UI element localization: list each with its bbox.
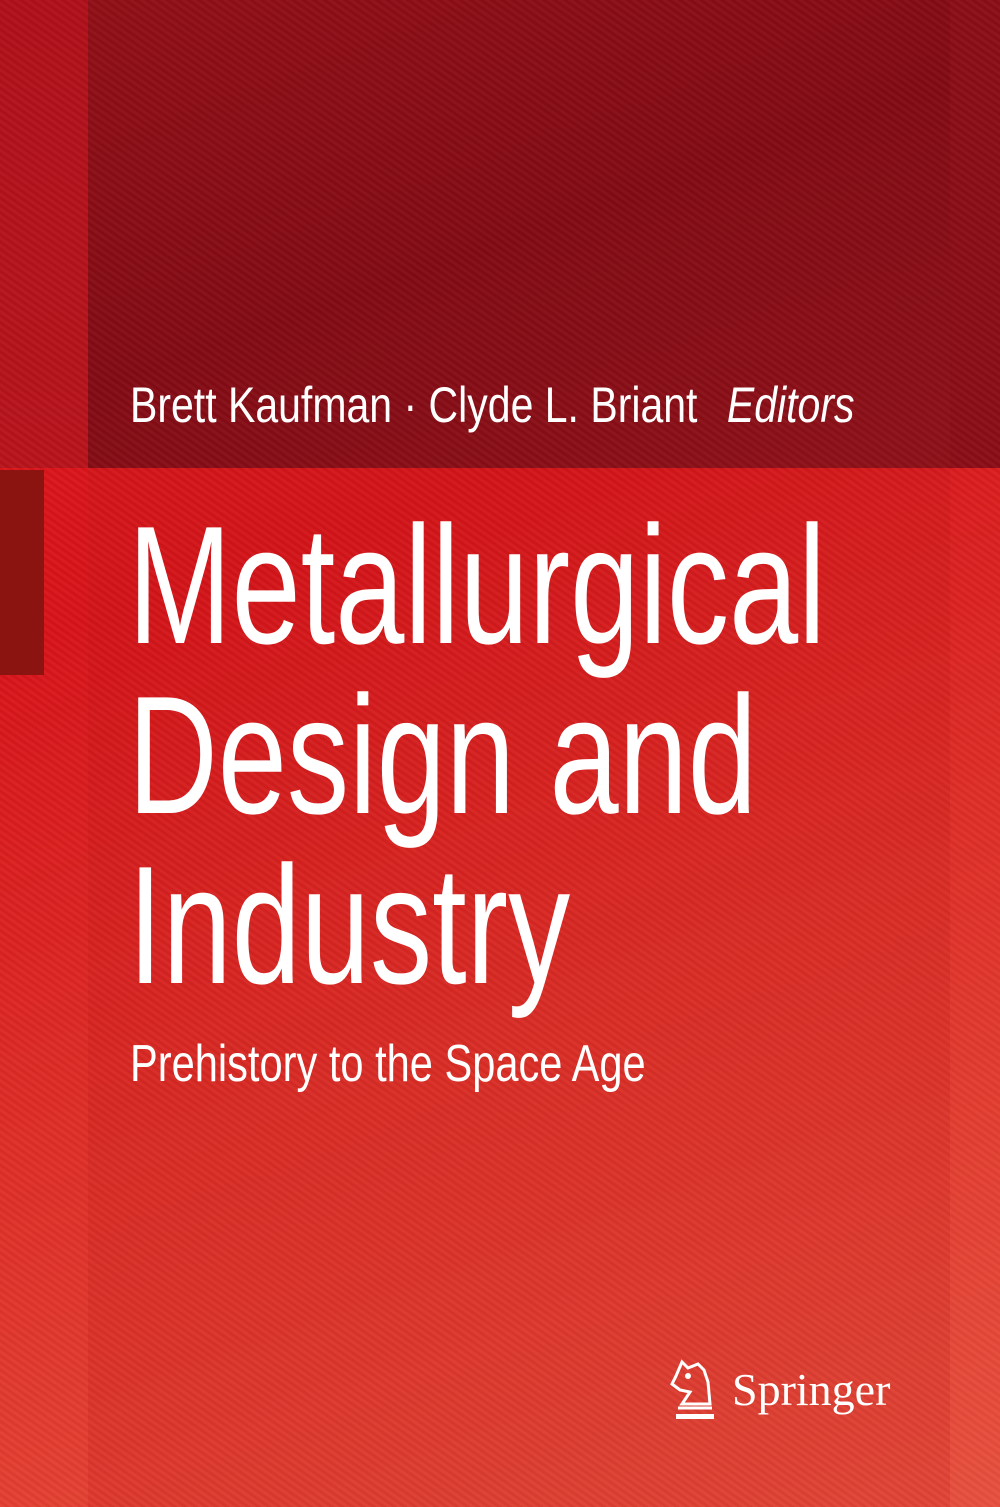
title-panel xyxy=(88,468,950,1507)
publisher-logo: Springer xyxy=(668,1356,890,1422)
editors-line: Brett Kaufman · Clyde L. Briant Editors xyxy=(130,376,855,434)
knight-horse-icon xyxy=(670,1359,714,1419)
editor-name: Brett Kaufman xyxy=(130,377,393,433)
publisher-name: Springer xyxy=(732,1363,891,1415)
book-title: Metallurgical Design and Industry xyxy=(128,500,826,1010)
title-line: Design and xyxy=(128,661,757,849)
top-right-strip xyxy=(950,0,1000,468)
editors-role: Editors xyxy=(726,377,855,433)
separator: · xyxy=(403,377,418,433)
top-panel xyxy=(88,0,950,468)
left-accent-bar xyxy=(0,470,44,675)
title-line: Industry xyxy=(128,831,571,1019)
editor-name: Clyde L. Briant xyxy=(428,377,698,433)
book-subtitle: Prehistory to the Space Age xyxy=(130,1035,646,1093)
title-line: Metallurgical xyxy=(128,491,826,679)
